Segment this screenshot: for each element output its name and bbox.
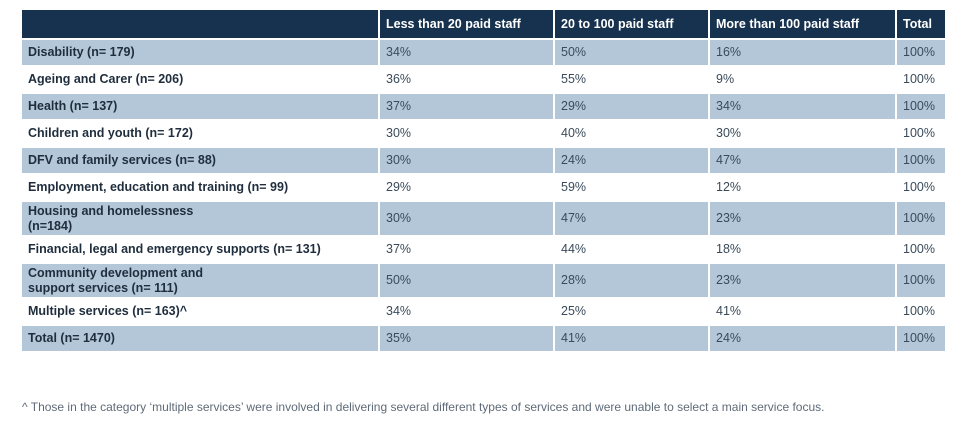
- row-label: Community development and support servic…: [22, 262, 379, 298]
- cell-20-to-100: 41%: [553, 324, 709, 351]
- cell-20-to-100: 24%: [553, 146, 709, 174]
- cell-more-than-100: 47%: [708, 146, 896, 174]
- table-row: Financial, legal and emergency supports …: [22, 235, 945, 263]
- cell-less-than-20: 36%: [378, 65, 554, 93]
- cell-20-to-100: 44%: [553, 235, 709, 263]
- cell-total: 100%: [895, 235, 945, 263]
- cell-total: 100%: [895, 324, 945, 351]
- cell-less-than-20: 37%: [378, 92, 554, 120]
- row-label: Children and youth (n= 172): [22, 119, 379, 147]
- header-row: Less than 20 paid staff 20 to 100 paid s…: [22, 10, 945, 39]
- table-row: Children and youth (n= 172) 30% 40% 30% …: [22, 119, 945, 147]
- row-label: Housing and homelessness (n=184): [22, 200, 379, 236]
- table-row: Disability (n= 179) 34% 50% 16% 100%: [22, 38, 945, 66]
- cell-total: 100%: [895, 92, 945, 120]
- cell-total: 100%: [895, 173, 945, 201]
- header-cell-total: Total: [895, 10, 945, 39]
- cell-20-to-100: 29%: [553, 92, 709, 120]
- header-cell-less-than-20: Less than 20 paid staff: [378, 10, 554, 39]
- cell-more-than-100: 34%: [708, 92, 896, 120]
- row-label: Employment, education and training (n= 9…: [22, 173, 379, 201]
- table-row: Ageing and Carer (n= 206) 36% 55% 9% 100…: [22, 65, 945, 93]
- row-label: Ageing and Carer (n= 206): [22, 65, 379, 93]
- cell-20-to-100: 40%: [553, 119, 709, 147]
- cell-total: 100%: [895, 262, 945, 298]
- table-body: Disability (n= 179) 34% 50% 16% 100% Age…: [22, 38, 945, 351]
- header-cell-more-than-100: More than 100 paid staff: [708, 10, 896, 39]
- row-label: DFV and family services (n= 88): [22, 146, 379, 174]
- row-label: Multiple services (n= 163)^: [22, 297, 379, 325]
- header-cell-20-to-100: 20 to 100 paid staff: [553, 10, 709, 39]
- table-header: Less than 20 paid staff 20 to 100 paid s…: [22, 10, 945, 39]
- cell-total: 100%: [895, 65, 945, 93]
- row-label: Total (n= 1470): [22, 324, 379, 351]
- cell-total: 100%: [895, 200, 945, 236]
- table-row: Health (n= 137) 37% 29% 34% 100%: [22, 92, 945, 120]
- cell-more-than-100: 23%: [708, 200, 896, 236]
- cell-less-than-20: 50%: [378, 262, 554, 298]
- header-cell-blank: [22, 10, 379, 39]
- row-label: Financial, legal and emergency supports …: [22, 235, 379, 263]
- cell-20-to-100: 59%: [553, 173, 709, 201]
- cell-total: 100%: [895, 38, 945, 66]
- cell-less-than-20: 34%: [378, 297, 554, 325]
- cell-less-than-20: 30%: [378, 146, 554, 174]
- cell-more-than-100: 41%: [708, 297, 896, 325]
- cell-more-than-100: 30%: [708, 119, 896, 147]
- cell-less-than-20: 29%: [378, 173, 554, 201]
- cell-total: 100%: [895, 146, 945, 174]
- cell-20-to-100: 50%: [553, 38, 709, 66]
- table-row: Multiple services (n= 163)^ 34% 25% 41% …: [22, 297, 945, 325]
- cell-20-to-100: 28%: [553, 262, 709, 298]
- cell-more-than-100: 23%: [708, 262, 896, 298]
- cell-20-to-100: 47%: [553, 200, 709, 236]
- table-footnote: ^ Those in the category ‘multiple servic…: [22, 400, 825, 414]
- cell-more-than-100: 9%: [708, 65, 896, 93]
- cell-more-than-100: 18%: [708, 235, 896, 263]
- cell-20-to-100: 25%: [553, 297, 709, 325]
- cell-total: 100%: [895, 297, 945, 325]
- table-row: Employment, education and training (n= 9…: [22, 173, 945, 201]
- cell-total: 100%: [895, 119, 945, 147]
- cell-less-than-20: 37%: [378, 235, 554, 263]
- cell-less-than-20: 35%: [378, 324, 554, 351]
- table-row-total: Total (n= 1470) 35% 41% 24% 100%: [22, 324, 945, 351]
- cell-more-than-100: 24%: [708, 324, 896, 351]
- table-row: Housing and homelessness (n=184) 30% 47%…: [22, 200, 945, 236]
- row-label: Disability (n= 179): [22, 38, 379, 66]
- cell-less-than-20: 34%: [378, 38, 554, 66]
- cell-more-than-100: 16%: [708, 38, 896, 66]
- cell-less-than-20: 30%: [378, 200, 554, 236]
- cell-20-to-100: 55%: [553, 65, 709, 93]
- table-row: DFV and family services (n= 88) 30% 24% …: [22, 146, 945, 174]
- row-label: Health (n= 137): [22, 92, 379, 120]
- cell-less-than-20: 30%: [378, 119, 554, 147]
- staff-size-table: Less than 20 paid staff 20 to 100 paid s…: [22, 10, 945, 351]
- cell-more-than-100: 12%: [708, 173, 896, 201]
- table-row: Community development and support servic…: [22, 262, 945, 298]
